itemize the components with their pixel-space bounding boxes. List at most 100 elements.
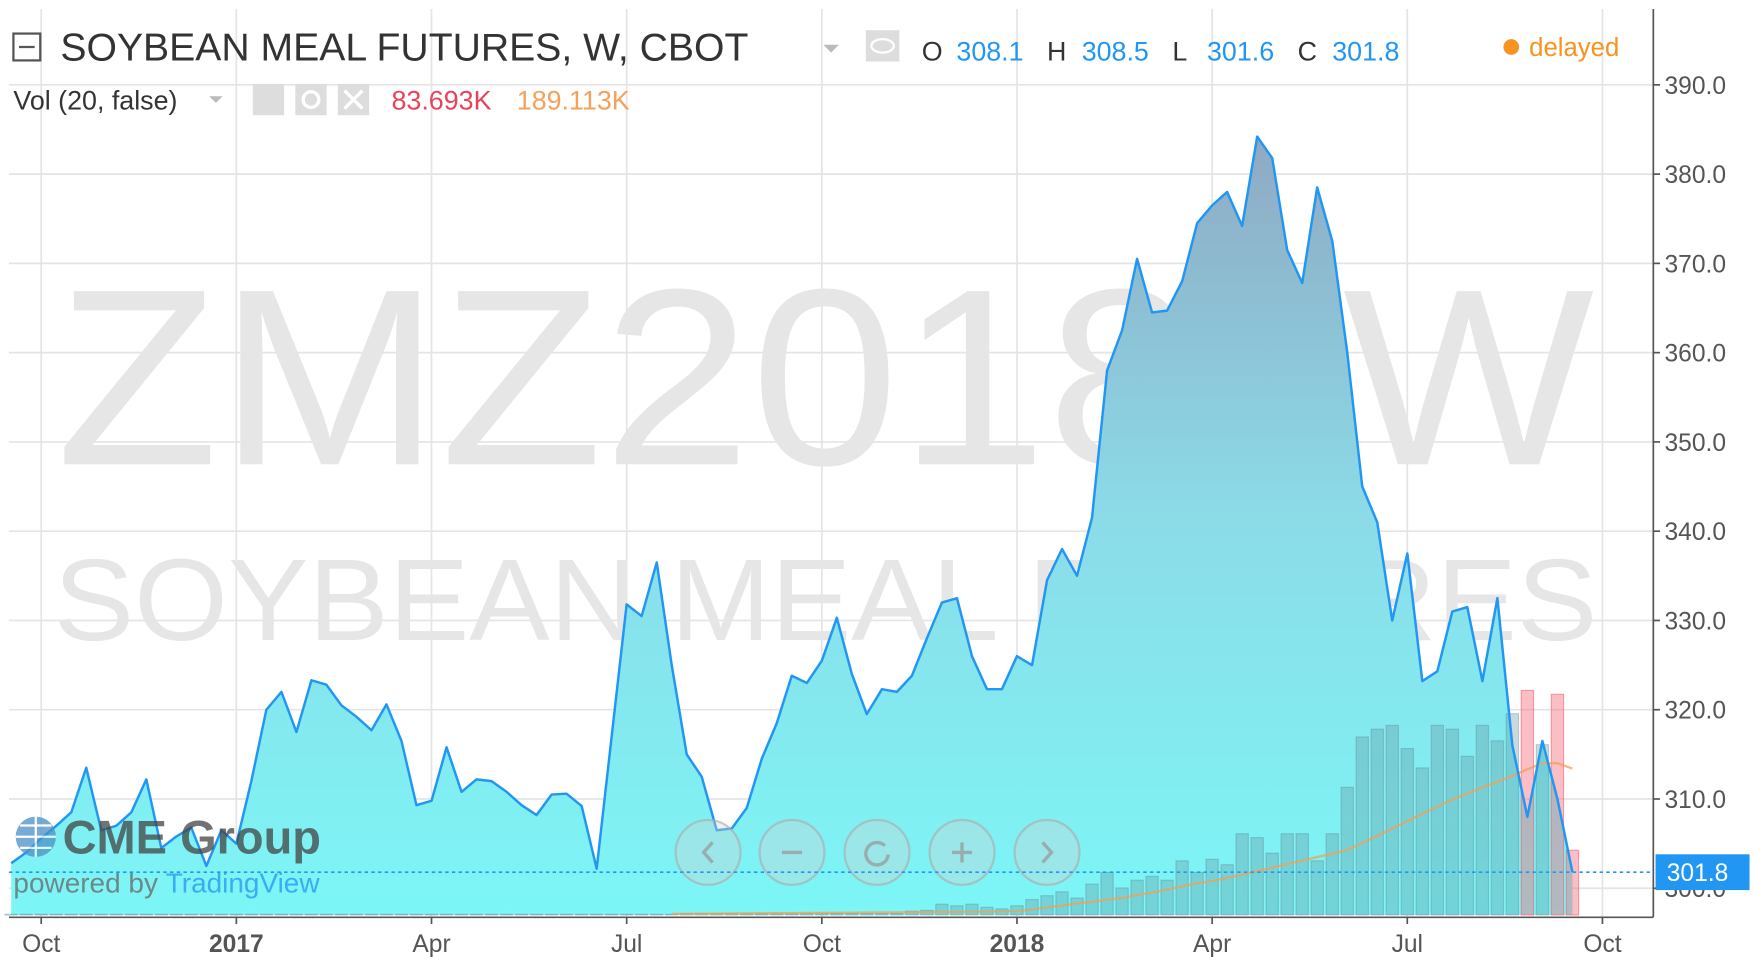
volume-bar xyxy=(349,913,364,916)
price-overlay: 301.8 xyxy=(8,854,1750,891)
volume-bar xyxy=(34,913,48,916)
volume-bar xyxy=(950,905,964,916)
nav-buttons xyxy=(674,818,1081,886)
volume-bar xyxy=(1565,849,1580,916)
icon-left xyxy=(701,841,714,864)
volume-bar xyxy=(1190,871,1204,916)
ohlc-value: 301.8 xyxy=(1332,36,1399,66)
volume-bar xyxy=(1520,689,1535,916)
eye-icon-shape xyxy=(870,38,895,54)
volume-bar xyxy=(154,913,169,916)
y-tick-label: 340.0 xyxy=(1665,519,1727,546)
status-dot xyxy=(1503,39,1520,55)
volume-bar xyxy=(94,913,108,916)
y-tick-label: 370.0 xyxy=(1665,251,1727,278)
dropdown-arrow[interactable] xyxy=(209,96,223,103)
volume-bar xyxy=(1040,895,1054,916)
volume-bar xyxy=(109,913,123,916)
volume-bar xyxy=(544,913,559,916)
brand: CME Group powered by TradingView xyxy=(13,811,321,899)
volume-bar xyxy=(1250,837,1264,916)
ohlc: O 308.1 H 308.5 L 301.6 C 301.8 xyxy=(922,36,1400,66)
volume-bar xyxy=(574,913,589,916)
volume-ma-line xyxy=(671,762,1573,916)
volume-bar xyxy=(1055,891,1069,916)
close-shape xyxy=(343,89,364,110)
volume-bar xyxy=(860,912,874,916)
volume-bar xyxy=(139,913,154,916)
icon-right xyxy=(1041,841,1054,864)
status: delayed xyxy=(1529,34,1619,62)
y-tick-label: 350.0 xyxy=(1665,430,1727,457)
y-tick-label: 310.0 xyxy=(1665,787,1727,814)
volume-bar xyxy=(274,913,289,916)
volume-bar xyxy=(1085,883,1099,916)
volume-bar xyxy=(259,913,274,916)
powered-by-name: TradingView xyxy=(166,868,321,899)
dropdown-arrow[interactable] xyxy=(823,44,839,53)
x-tick-label: Apr xyxy=(412,931,450,957)
volume-bar xyxy=(169,913,184,916)
chart-title: SOYBEAN MEAL FUTURES, W, CBOT xyxy=(60,26,748,69)
volume-bar xyxy=(199,913,214,916)
volume-bar xyxy=(64,913,78,916)
volume-bar xyxy=(1460,755,1475,916)
y-tick-label: 330.0 xyxy=(1665,608,1727,635)
ohlc-label: C xyxy=(1298,36,1317,66)
header: SOYBEAN MEAL FUTURES, W, CBOT O 308.1 H 308… xyxy=(12,26,1619,116)
volume-ma-last: 189.113K xyxy=(517,86,630,116)
x-tick-label: Jul xyxy=(611,931,642,957)
watermark: ZMZ2018, W xyxy=(56,237,1594,518)
volume-bar xyxy=(319,913,334,916)
collapse-icon[interactable] xyxy=(12,32,42,62)
ohlc-label: O xyxy=(922,36,943,66)
volume-bar xyxy=(890,912,904,916)
volume-bar xyxy=(214,913,229,916)
volume-bar xyxy=(409,913,424,916)
ohlc-value: 308.1 xyxy=(956,36,1023,66)
powered-by: powered by TradingView xyxy=(13,868,320,899)
brand-globe-lines xyxy=(15,816,56,857)
ohlc-label: H xyxy=(1047,36,1066,66)
x-tick-label: Oct xyxy=(803,931,841,957)
volume-bar xyxy=(1280,833,1294,916)
volume-bar xyxy=(514,913,529,916)
volume-bar xyxy=(1430,724,1445,916)
volume-bar xyxy=(1145,875,1159,916)
last-price-label: 301.8 xyxy=(1667,860,1729,887)
x-tick-label: 2018 xyxy=(990,931,1045,957)
volume-bar xyxy=(244,913,259,916)
scroll-right-button[interactable] xyxy=(1013,818,1081,886)
volume-bar xyxy=(1445,728,1460,916)
volume-bar xyxy=(484,913,499,916)
volume-bar xyxy=(559,913,574,916)
volume-bar xyxy=(649,913,664,916)
reset-button[interactable] xyxy=(843,818,911,886)
volume-bar xyxy=(1205,858,1219,916)
gear-icon[interactable] xyxy=(295,83,327,116)
volume-bar xyxy=(875,912,889,916)
volume-bar xyxy=(439,913,454,916)
volume-bar xyxy=(935,903,949,916)
volume-bar xyxy=(1385,724,1399,916)
axes: 300.0310.0320.0330.0340.0350.0360.0370.0… xyxy=(22,73,1726,957)
x-tick-label: 2017 xyxy=(209,931,264,957)
volume-bar xyxy=(334,913,349,916)
brand-name: CME Group xyxy=(63,811,321,864)
scroll-left-button[interactable] xyxy=(674,818,742,886)
eye-icon[interactable] xyxy=(252,83,285,116)
volume-bar xyxy=(1325,833,1339,916)
gear-shape xyxy=(301,90,321,110)
volume-bar xyxy=(1355,736,1369,916)
volume-bar xyxy=(619,913,634,916)
volume-bar xyxy=(304,913,319,916)
icon-reset xyxy=(864,840,890,867)
volume-bar xyxy=(1415,767,1430,916)
volume-bar xyxy=(454,913,469,916)
volume-bar xyxy=(364,913,379,916)
icon-plus xyxy=(951,842,973,863)
volume-bar xyxy=(499,913,514,916)
volume-bar xyxy=(529,913,544,916)
volume-bar xyxy=(49,913,63,916)
